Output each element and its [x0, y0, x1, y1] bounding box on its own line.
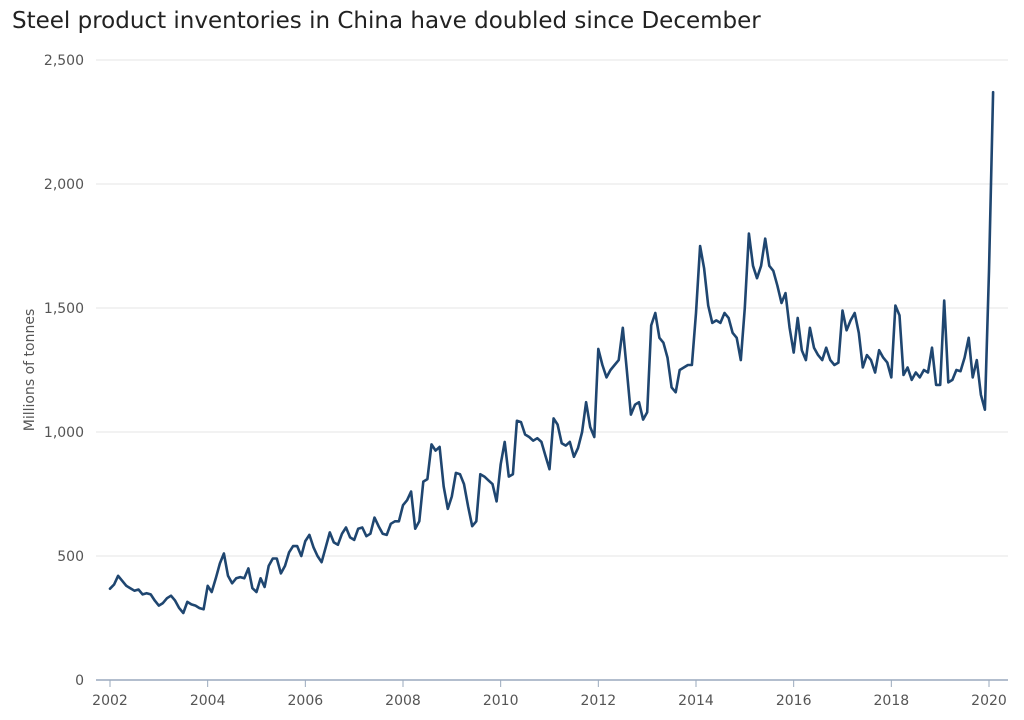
x-tick-label: 2016 — [776, 693, 812, 709]
y-tick-label: 0 — [75, 673, 84, 689]
x-tick-label: 2014 — [678, 693, 714, 709]
y-axis-title: Millions of tonnes — [22, 309, 38, 431]
x-tick-label: 2004 — [190, 693, 226, 709]
x-tick-label: 2018 — [874, 693, 910, 709]
x-tick-label: 2006 — [288, 693, 324, 709]
gridlines — [96, 59, 1008, 557]
x-tick-label: 2008 — [385, 693, 421, 709]
x-tick-label: 2002 — [92, 693, 128, 709]
chart-title: Steel product inventories in China have … — [12, 8, 761, 34]
x-tick-label: 2012 — [581, 693, 617, 709]
y-axis-ticks: 0 500 1,000 1,500 2,000 2,500 — [44, 53, 84, 689]
y-tick-label: 1,000 — [44, 425, 84, 441]
y-tick-label: 500 — [57, 549, 84, 565]
series-line — [108, 90, 995, 615]
y-tick-label: 2,000 — [44, 177, 84, 193]
y-tick-label: 1,500 — [44, 301, 84, 317]
x-axis-ticks: 2002 2004 2006 2008 2010 2012 2014 2016 2018 2020 — [92, 680, 1007, 709]
x-tick-label: 2020 — [971, 693, 1007, 709]
y-tick-label: 2,500 — [44, 53, 84, 69]
x-tick-label: 2010 — [483, 693, 519, 709]
